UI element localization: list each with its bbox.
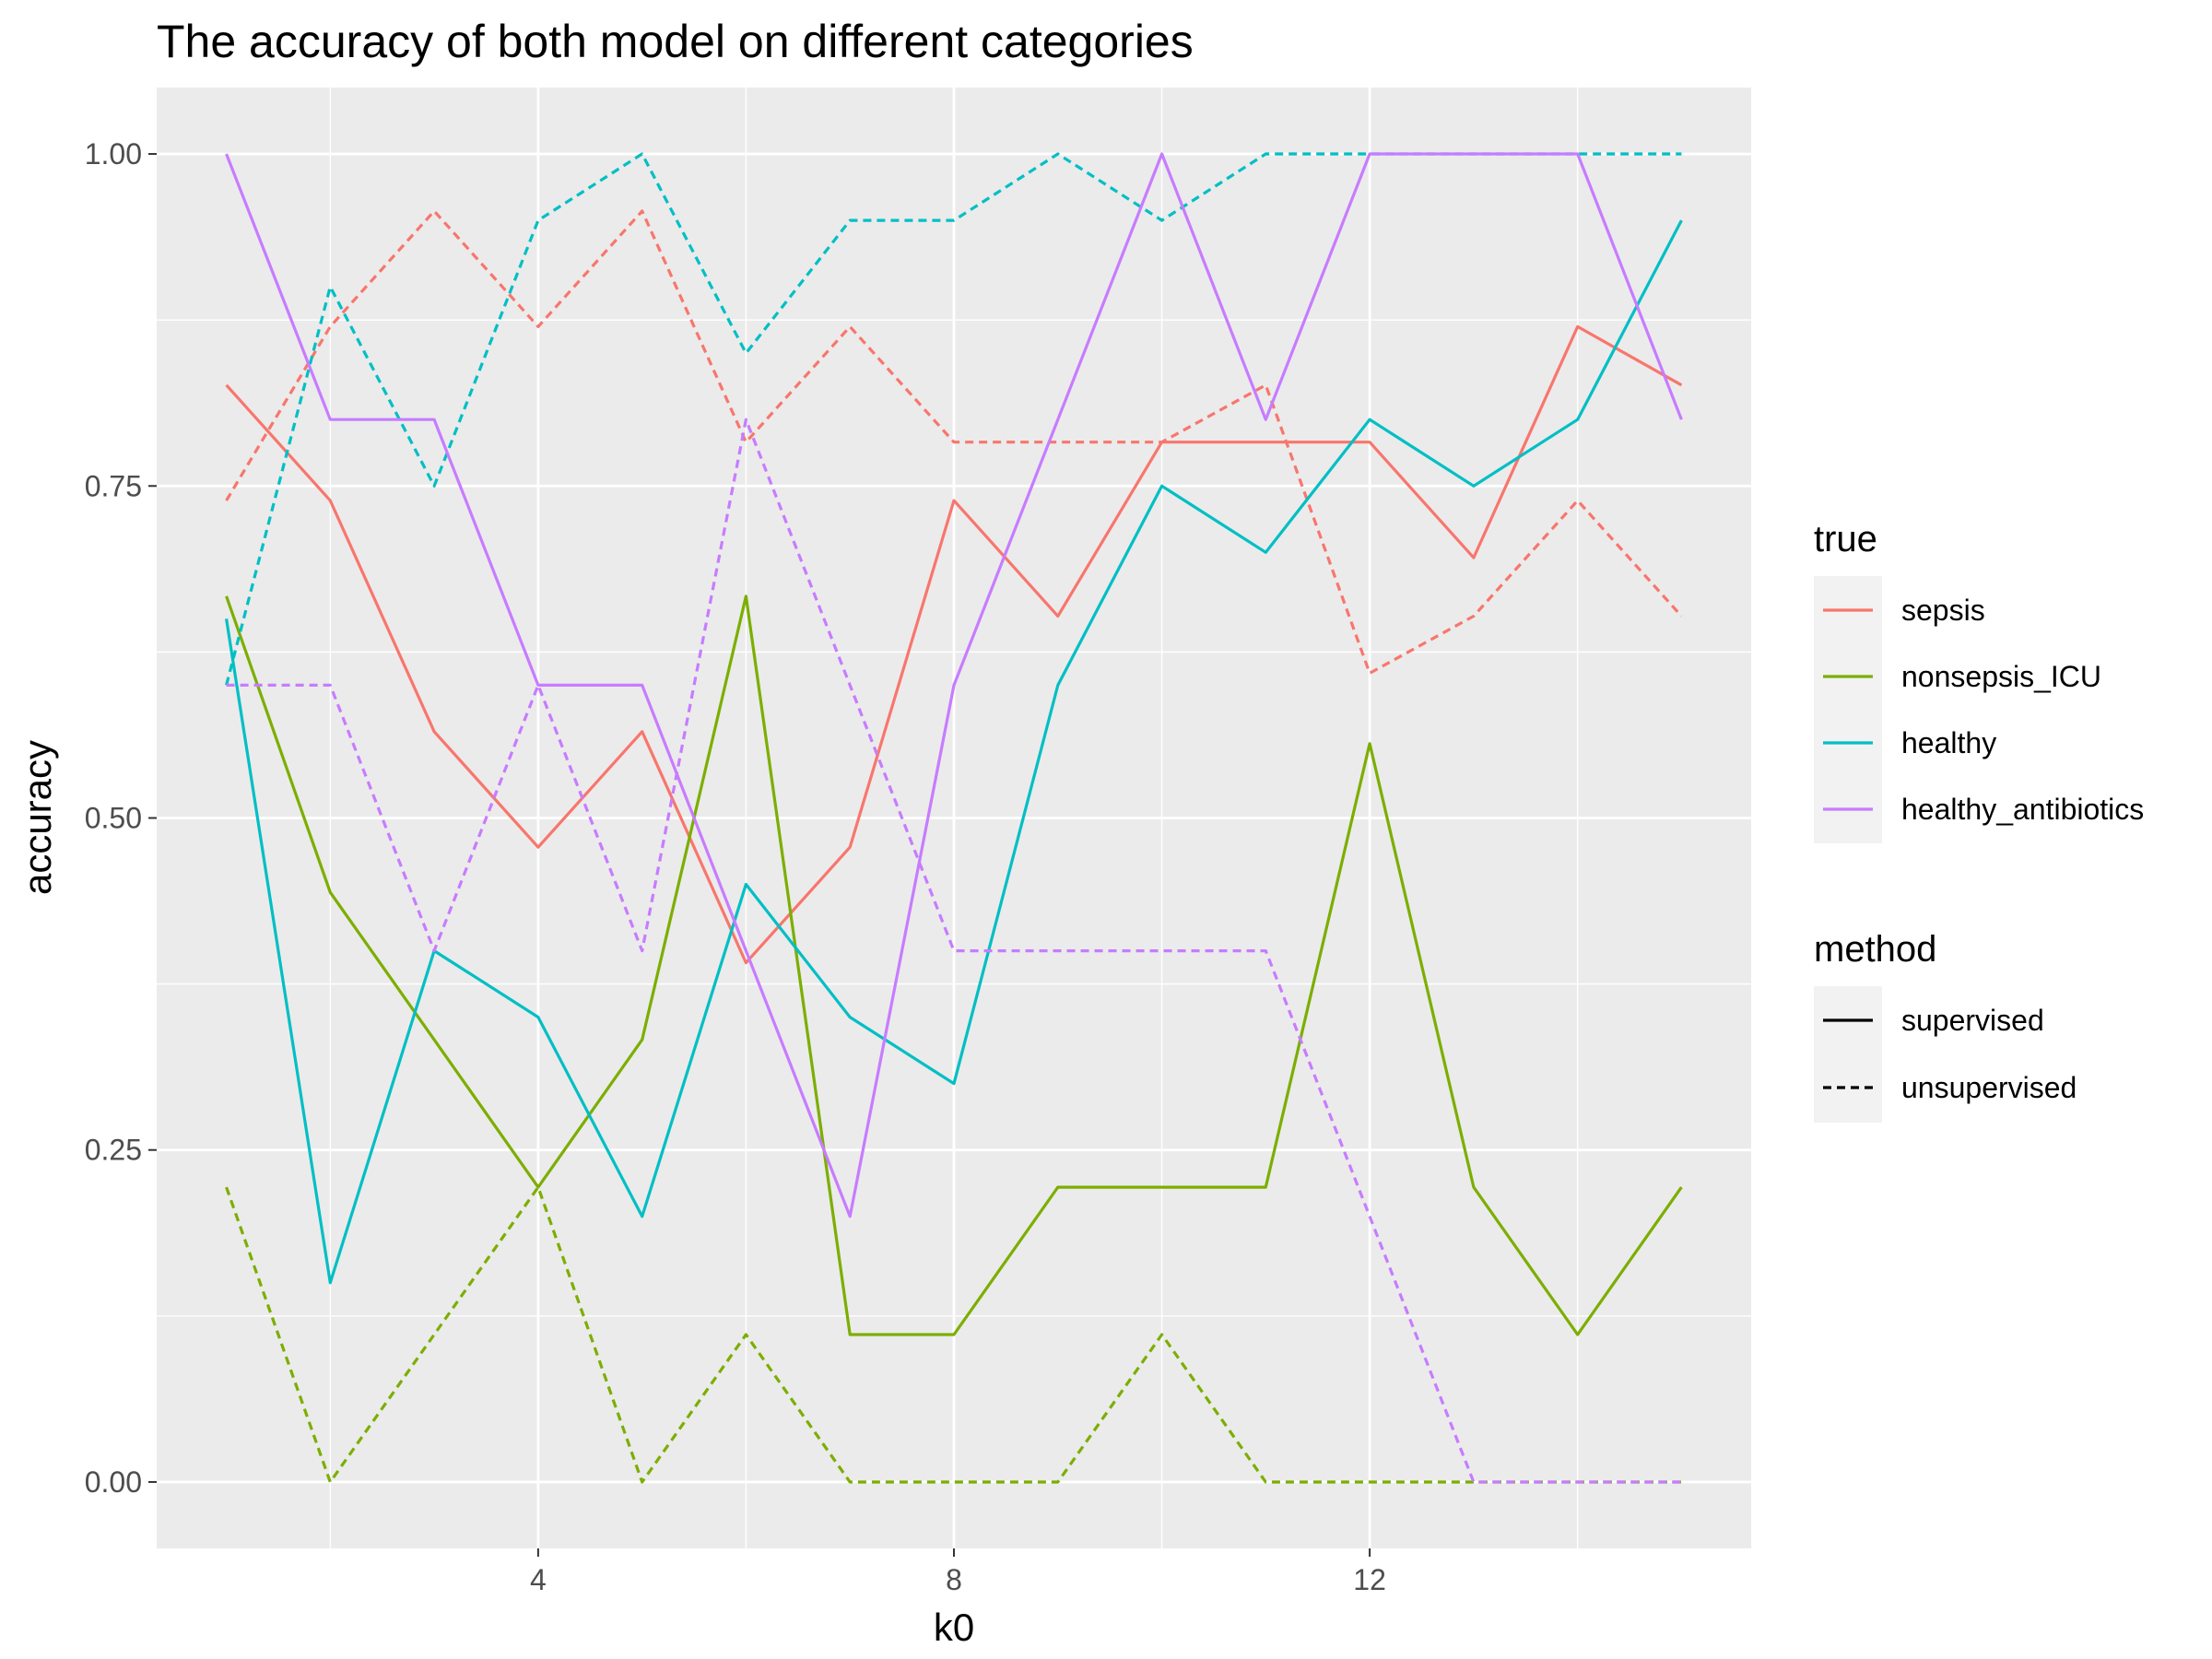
- legend-method-title: method: [1814, 929, 1936, 970]
- series-line-sepsis-supervised: [225, 324, 1683, 965]
- series-line-healthy-unsupervised: [225, 152, 1682, 686]
- legend-label-healthy: healthy: [1901, 726, 1996, 759]
- series-line-healthy_antibiotics-unsupervised: [226, 418, 1682, 1484]
- y-axis-title: accuracy: [16, 740, 59, 895]
- series-line-healthy_antibiotics-supervised: [225, 152, 1683, 1218]
- x-axis-title: k0: [934, 1606, 974, 1649]
- y-tick-label: 1.00: [85, 137, 142, 171]
- legend-true-title: true: [1814, 519, 1877, 559]
- x-axis: 4 8 12: [530, 1548, 1386, 1596]
- y-tick-label: 0.25: [85, 1134, 142, 1167]
- legend-label-unsupervised: unsupervised: [1901, 1071, 2077, 1104]
- y-tick-label: 0.75: [85, 469, 142, 502]
- legend-method-keys-background: [1814, 986, 1882, 1123]
- legend-label-sepsis: sepsis: [1901, 594, 1985, 627]
- legend-true-keys-background: [1814, 576, 1882, 843]
- x-tick-label: 12: [1353, 1563, 1386, 1596]
- y-tick-label: 0.50: [85, 802, 142, 835]
- legend-method: method supervised unsupervised: [1814, 929, 2077, 1123]
- x-tick-label: 8: [946, 1563, 962, 1596]
- series-line-nonsepsis_ICU-unsupervised: [225, 1185, 1682, 1484]
- legend-method-entries: supervised unsupervised: [1823, 1004, 2077, 1104]
- legend-label-supervised: supervised: [1901, 1004, 2044, 1037]
- chart-title: The accuracy of both model on different …: [157, 16, 1194, 67]
- y-tick-label: 0.00: [85, 1465, 142, 1499]
- series-line-healthy-supervised: [225, 219, 1683, 1285]
- series-line-nonsepsis_ICU-supervised: [225, 594, 1683, 1336]
- y-axis: 0.00 0.25 0.50 0.75 1.00: [85, 137, 157, 1499]
- legend-label-healthy_antibiotics: healthy_antibiotics: [1901, 793, 2144, 826]
- series-lines: [225, 152, 1683, 1484]
- major-gridlines: [157, 88, 1751, 1548]
- series-line-sepsis-unsupervised: [225, 209, 1683, 676]
- x-tick-label: 4: [530, 1563, 547, 1596]
- legend-label-nonsepsis_ICU: nonsepsis_ICU: [1901, 660, 2101, 693]
